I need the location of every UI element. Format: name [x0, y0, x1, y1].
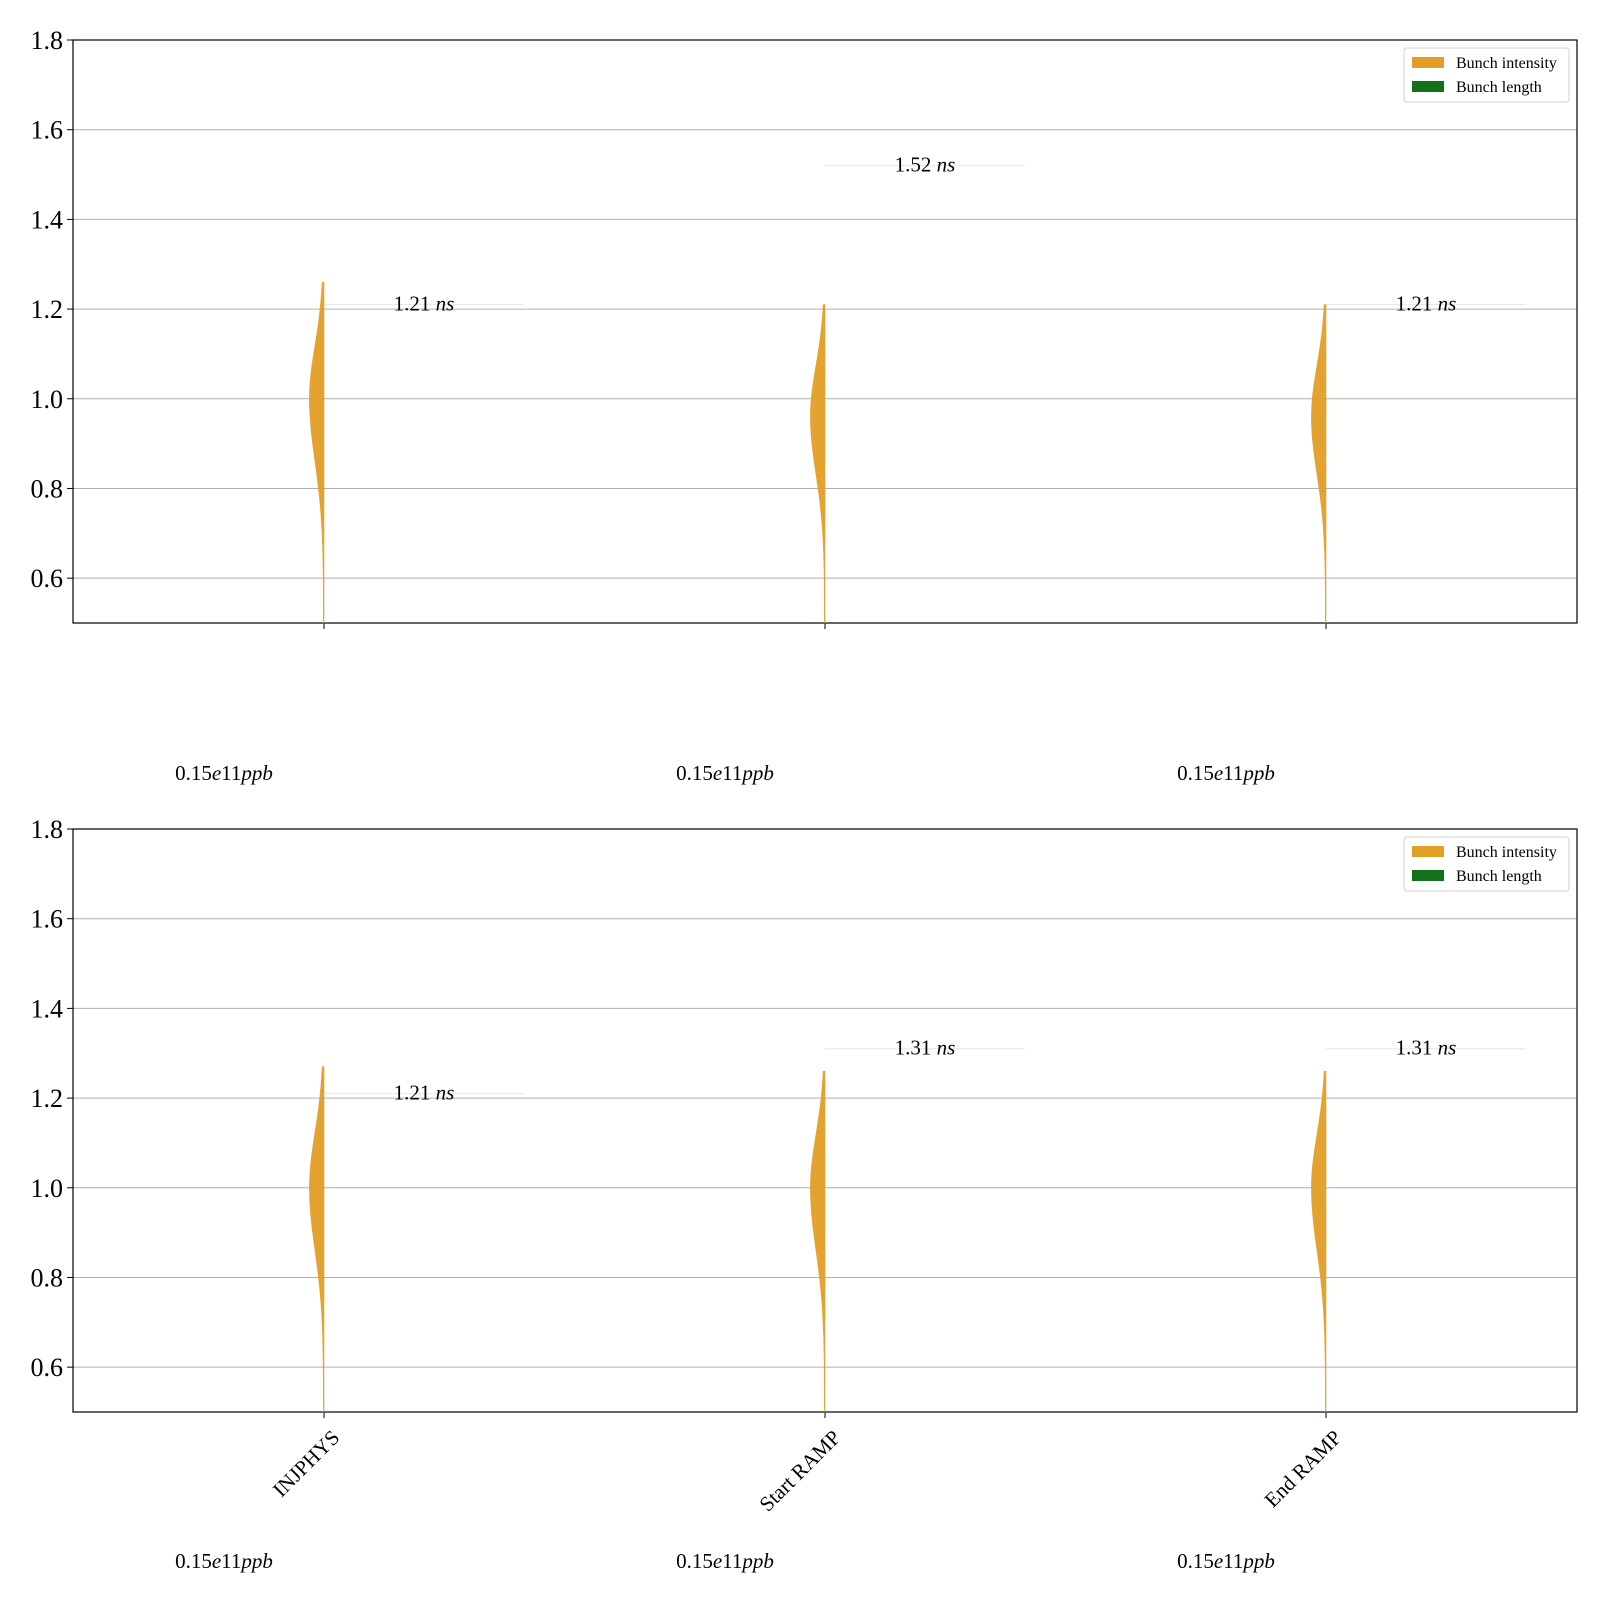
y-tick-label: 1.8 — [31, 26, 64, 55]
y-tick-label: 1.4 — [31, 205, 64, 234]
bunch-length-label: 1.31 ns — [895, 1036, 956, 1060]
intensity-label: 0.15e11ppb — [1177, 761, 1275, 785]
y-tick-label: 1.4 — [31, 994, 64, 1023]
intensity-label: 0.15e11ppb — [175, 1549, 273, 1573]
legend-swatch — [1412, 57, 1444, 68]
violin-intensity — [1311, 1070, 1327, 1413]
legend: Bunch intensity Bunch length — [1403, 836, 1570, 892]
intensity-label: 0.15e11ppb — [175, 761, 273, 785]
bunch-length-label: 1.21 ns — [394, 1081, 455, 1105]
violin-intensity — [1311, 304, 1327, 624]
y-tick-label: 1.0 — [31, 385, 64, 414]
legend-label: Bunch length — [1456, 79, 1542, 96]
y-tick-label: 0.8 — [31, 1263, 64, 1292]
violin-intensity — [810, 1070, 826, 1413]
y-tick-label: 1.6 — [31, 116, 64, 145]
intensity-label: 0.15e11ppb — [1177, 1549, 1275, 1573]
legend: Bunch intensity Bunch length — [1403, 47, 1570, 103]
legend-label: Bunch intensity — [1456, 55, 1557, 72]
y-tick-label: 0.6 — [31, 1353, 64, 1382]
bunch-length-label: 1.21 ns — [394, 292, 455, 316]
legend-box — [1403, 47, 1570, 103]
y-tick-label: 0.6 — [31, 564, 64, 593]
chart-panel-1: 0.6 0.8 1.0 1.2 1.4 1.6 1.8 1.21 ns 0.15e11ppb 1.… — [31, 26, 1578, 785]
chart-panel-2: 0.6 0.8 1.0 1.2 1.4 1.6 1.8 1.21 ns 0.15e11ppb IN… — [31, 815, 1578, 1573]
x-category-label: Start RAMP — [754, 1425, 845, 1516]
legend-label: Bunch intensity — [1456, 844, 1557, 861]
intensity-label: 0.15e11ppb — [676, 761, 774, 785]
legend-swatch — [1412, 81, 1444, 92]
legend-label: Bunch length — [1456, 868, 1542, 885]
intensity-label: 0.15e11ppb — [676, 1549, 774, 1573]
bunch-length-label: 1.31 ns — [1396, 1036, 1457, 1060]
violin-intensity — [309, 281, 325, 624]
y-tick-label: 1.2 — [31, 295, 64, 324]
legend-swatch — [1412, 870, 1444, 881]
violin-intensity — [309, 1066, 325, 1413]
x-category-label: End RAMP — [1260, 1425, 1347, 1512]
legend-swatch — [1412, 846, 1444, 857]
y-tick-label: 1.2 — [31, 1084, 64, 1113]
y-tick-label: 1.8 — [31, 815, 64, 844]
y-tick-label: 0.8 — [31, 474, 64, 503]
bunch-length-label: 1.52 ns — [895, 153, 956, 177]
y-tick-label: 1.6 — [31, 905, 64, 934]
violin-intensity — [810, 304, 826, 624]
bunch-length-label: 1.21 ns — [1396, 292, 1457, 316]
legend-box — [1403, 836, 1570, 892]
x-category-label: INJPHYS — [268, 1425, 344, 1501]
y-tick-label: 1.0 — [31, 1174, 64, 1203]
